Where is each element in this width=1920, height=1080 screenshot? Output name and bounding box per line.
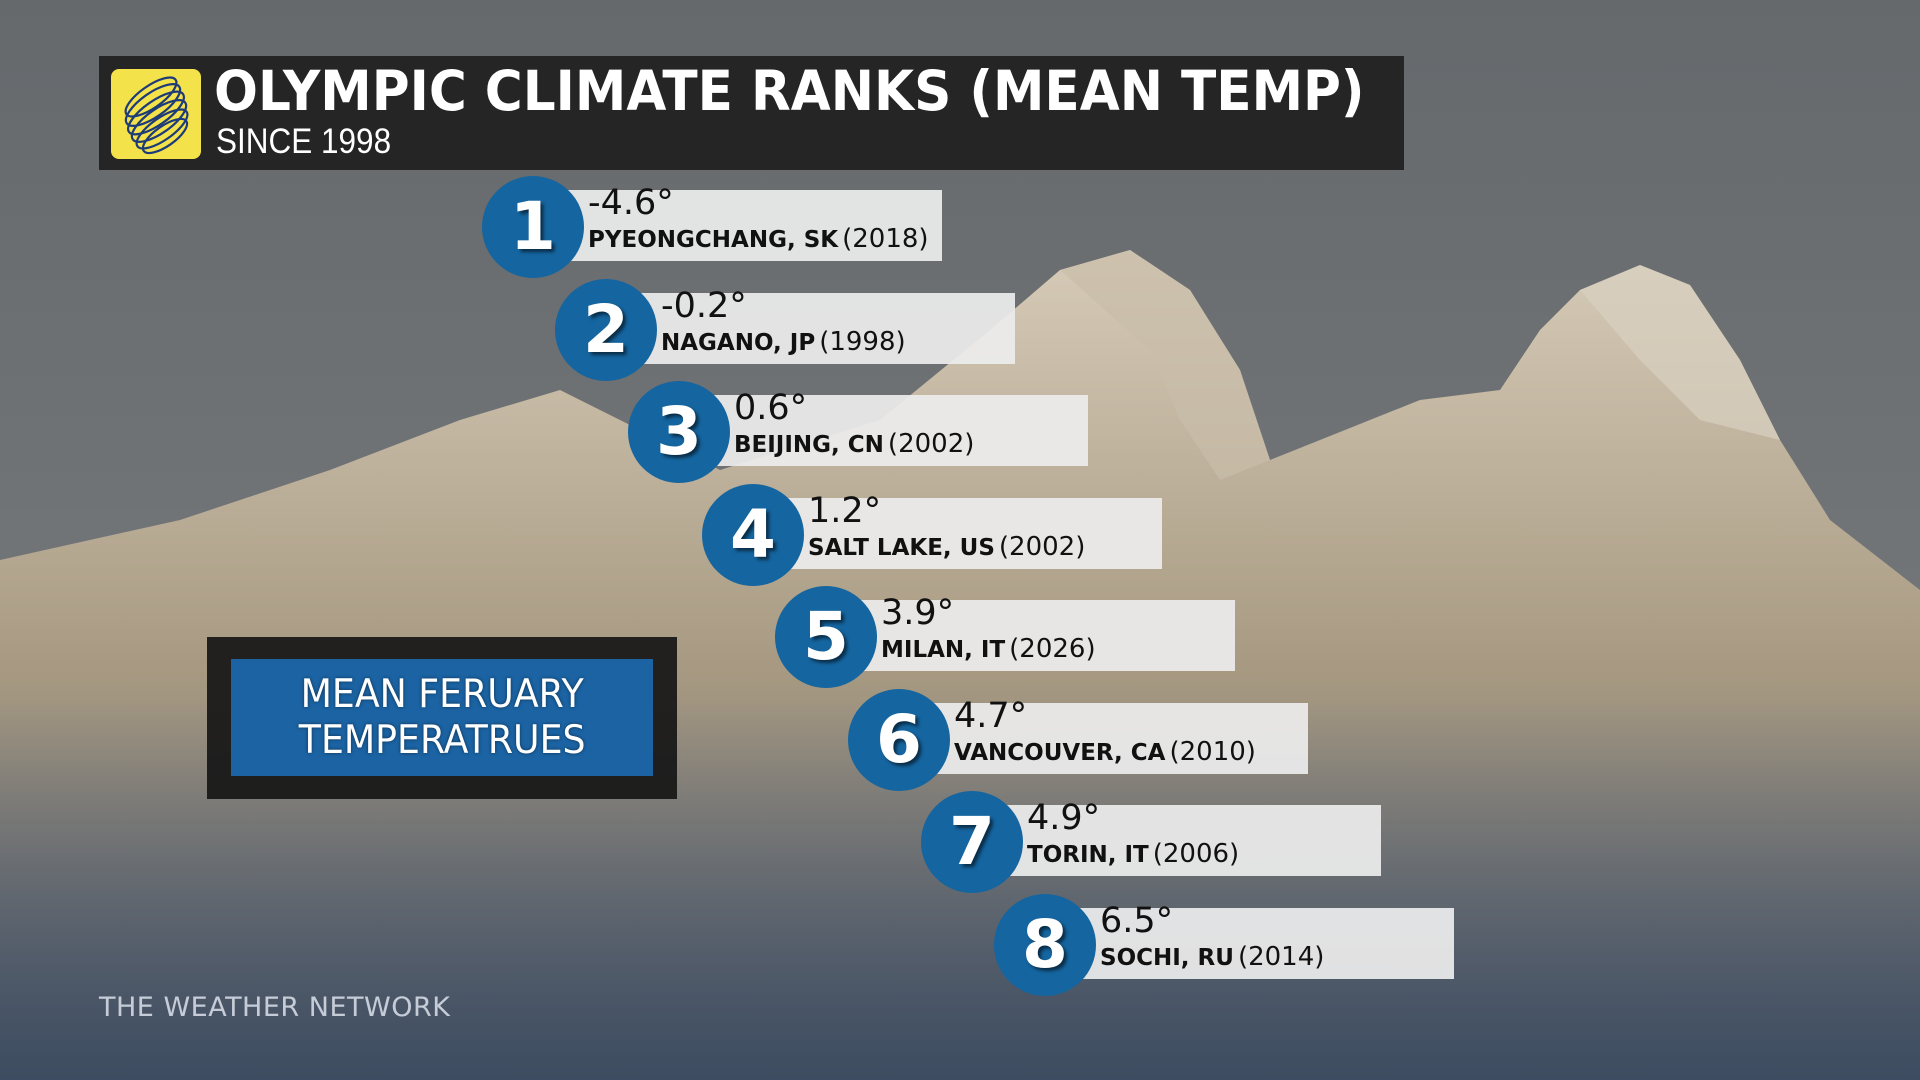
rank-bar <box>591 293 1015 364</box>
rank-year: (2014) <box>1237 942 1325 972</box>
rank-badge: 1 <box>482 176 584 278</box>
brand-footer: THE WEATHER NETWORK <box>99 992 451 1023</box>
legend-label-panel: MEAN FERUARY TEMPERATRUES <box>231 659 653 776</box>
page-subtitle: SINCE 1998 <box>216 122 392 161</box>
rank-city: MILAN, IT <box>881 637 1006 663</box>
rank-year: (2002) <box>887 429 975 459</box>
rank-bar <box>1030 908 1454 979</box>
rank-bar <box>664 395 1088 466</box>
legend-box: MEAN FERUARY TEMPERATRUES <box>207 637 677 799</box>
rank-temperature: 6.5° <box>1100 901 1174 941</box>
rank-temperature: 4.9° <box>1027 798 1101 838</box>
rank-city: SALT LAKE, US <box>808 535 995 561</box>
rank-year: (2010) <box>1169 737 1256 767</box>
rank-year: (2018) <box>842 224 929 254</box>
rank-city: SOCHI, RU <box>1100 945 1234 971</box>
rank-city: PYEONGCHANG, SK <box>588 227 839 253</box>
rank-city: NAGANO, JP <box>661 330 816 356</box>
weather-network-globe-icon <box>111 69 201 159</box>
legend-line-2: TEMPERATRUES <box>298 717 586 763</box>
rank-badge: 7 <box>921 791 1023 893</box>
legend-line-1: MEAN FERUARY <box>300 671 584 717</box>
rank-year: (2006) <box>1152 839 1240 869</box>
rank-location: BEIJING, CN (2002) <box>734 431 974 457</box>
rank-city: VANCOUVER, CA <box>954 740 1166 766</box>
rank-year: (2002) <box>998 532 1086 562</box>
rank-year: (2026) <box>1009 634 1096 664</box>
rank-temperature: 1.2° <box>808 491 882 531</box>
rank-badge: 4 <box>702 484 804 586</box>
legend-text: MEAN FERUARY TEMPERATRUES <box>299 672 586 764</box>
rank-temperature: -0.2° <box>661 286 747 326</box>
rank-temperature: 3.9° <box>881 593 955 633</box>
page-title: OLYMPIC CLIMATE RANKS (MEAN TEMP) <box>214 59 1365 123</box>
title-bar: OLYMPIC CLIMATE RANKS (MEAN TEMP) SINCE … <box>99 56 1404 170</box>
rank-city: TORIN, IT <box>1027 842 1149 868</box>
rank-badge: 2 <box>555 279 657 381</box>
rank-location: SOCHI, RU (2014) <box>1100 944 1324 970</box>
rank-bar <box>738 498 1162 569</box>
rank-badge: 8 <box>994 894 1096 996</box>
rank-location: SALT LAKE, US (2002) <box>808 534 1085 560</box>
rank-bar <box>811 600 1235 671</box>
rank-temperature: 4.7° <box>954 696 1028 736</box>
rank-bar <box>518 190 942 261</box>
rank-bar <box>884 703 1308 774</box>
rank-year: (1998) <box>819 327 906 357</box>
rank-location: NAGANO, JP (1998) <box>661 329 906 355</box>
rank-location: VANCOUVER, CA (2010) <box>954 739 1256 765</box>
rank-badge: 5 <box>775 586 877 688</box>
rank-location: PYEONGCHANG, SK (2018) <box>588 226 929 252</box>
rank-city: BEIJING, CN <box>734 432 884 458</box>
rank-temperature: 0.6° <box>734 388 808 428</box>
rank-location: TORIN, IT (2006) <box>1027 841 1239 867</box>
rank-temperature: -4.6° <box>588 183 674 223</box>
rank-badge: 3 <box>628 381 730 483</box>
rank-bar <box>957 805 1381 876</box>
rank-location: MILAN, IT (2026) <box>881 636 1096 662</box>
rank-badge: 6 <box>848 689 950 791</box>
